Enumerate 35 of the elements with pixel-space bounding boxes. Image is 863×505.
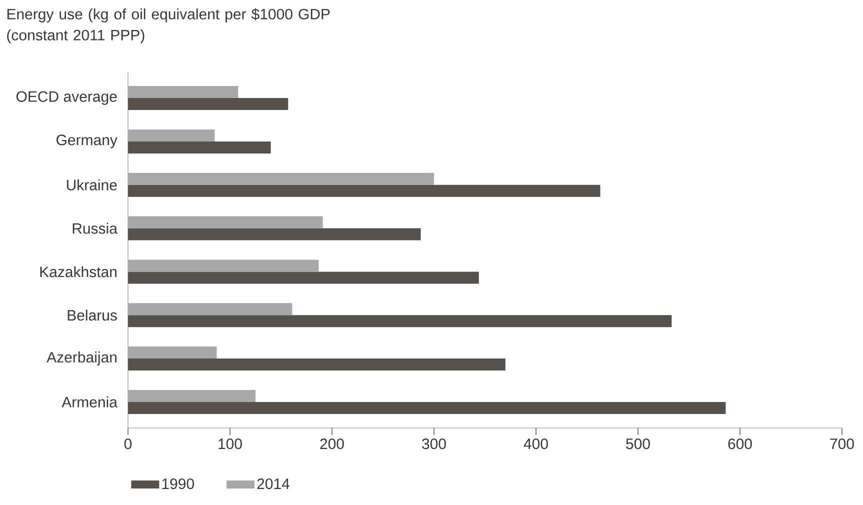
bar	[128, 315, 672, 328]
legend-label: 2014	[257, 478, 290, 490]
chart-title: Energy use (kg of oil equivalent per $1000 GDP (constant 2011 PPP)	[7, 8, 330, 44]
bar	[128, 358, 506, 371]
y-tick-label: Kazakhstan	[40, 266, 116, 278]
y-tick-label: Russia	[72, 222, 118, 234]
bar	[128, 86, 238, 98]
bar	[128, 272, 479, 284]
bar	[128, 141, 271, 154]
bar	[128, 260, 319, 272]
y-tick-label: Belarus	[68, 310, 117, 321]
x-tick-label: 200	[320, 438, 344, 450]
y-tick-label: Ukraine	[66, 179, 117, 190]
x-tick-label: 600	[728, 438, 752, 450]
x-tick-label: 500	[626, 438, 650, 450]
y-tick-label: Azerbaijan	[46, 352, 116, 366]
bar	[128, 172, 434, 185]
x-tick-label: 400	[524, 438, 548, 450]
x-tick-label: 0	[124, 438, 132, 450]
x-tick-label: 300	[422, 438, 446, 450]
bar	[128, 303, 292, 316]
bar	[128, 184, 600, 197]
bar	[128, 216, 323, 228]
x-tick-label: 100	[218, 438, 242, 450]
bar	[128, 390, 256, 402]
bar	[128, 402, 726, 414]
y-tick-label: Armenia	[62, 396, 118, 408]
x-tick-label: 700	[830, 438, 854, 450]
legend-label: 1990	[162, 478, 194, 490]
y-tick-label: OECD average	[16, 91, 117, 105]
bar	[128, 346, 217, 359]
bar	[128, 98, 288, 110]
bar	[128, 129, 215, 142]
bar	[128, 228, 421, 240]
y-tick-label: Germany	[56, 134, 118, 148]
